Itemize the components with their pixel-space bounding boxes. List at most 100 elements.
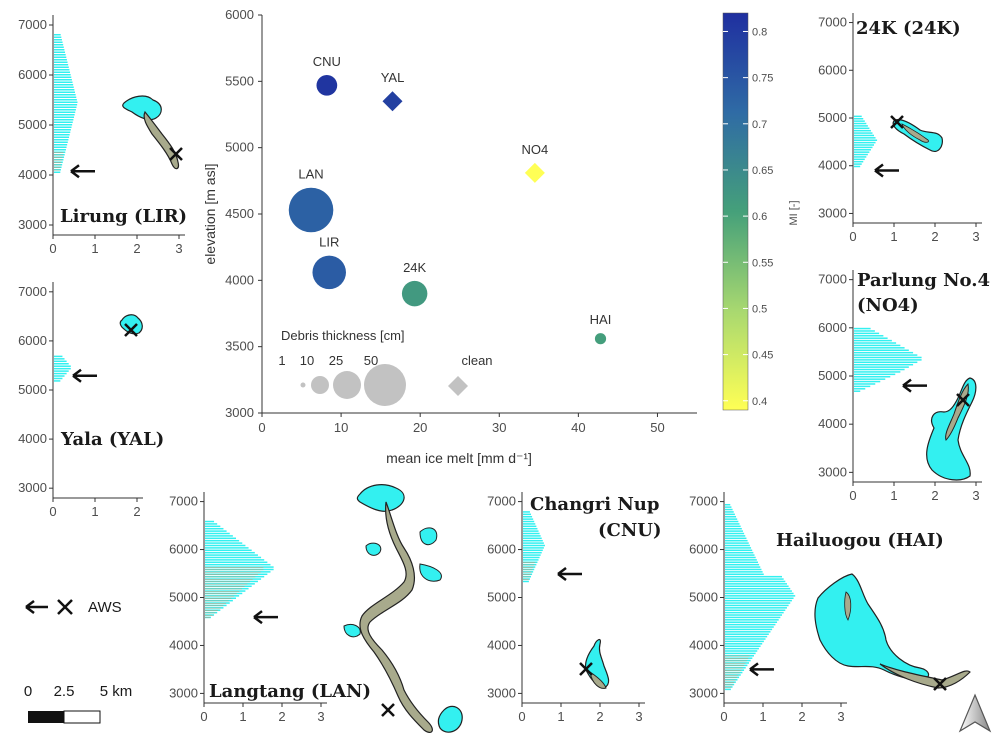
hypsometry-bar bbox=[854, 137, 876, 139]
hypsometry-bar bbox=[205, 530, 227, 532]
hypsometry-bar bbox=[725, 688, 731, 691]
north-arrow-icon bbox=[958, 693, 992, 733]
point-label-no4: NO4 bbox=[521, 142, 548, 157]
inset-y-tick-label: 7000 bbox=[169, 494, 198, 509]
debris-bar bbox=[725, 665, 745, 666]
hypsometry-bar bbox=[54, 39, 62, 41]
debris-bar bbox=[205, 598, 232, 599]
hypsometry-bar bbox=[854, 361, 918, 364]
inset-x-tick-label: 0 bbox=[849, 488, 856, 503]
hypsometry-bar bbox=[854, 144, 874, 146]
hypsometry-bar bbox=[725, 614, 783, 616]
inset-lir: 3000 4000 5000 6000 7000 0 1 2 3 bbox=[18, 15, 185, 256]
hypsometry-bar bbox=[854, 388, 866, 390]
glacier-lir-outline bbox=[122, 95, 180, 170]
inset-x-tick-label: 0 bbox=[200, 709, 207, 724]
hypsometry-bar bbox=[854, 122, 867, 125]
hypsometry-bar bbox=[205, 559, 265, 561]
hypsometry-bar bbox=[854, 378, 886, 380]
debris-bar bbox=[725, 658, 749, 659]
inset-y-tick-label: 5000 bbox=[689, 590, 718, 605]
debris-bar bbox=[205, 578, 253, 580]
point-label-lir: LIR bbox=[319, 235, 339, 250]
inset-y-tick-label: 5000 bbox=[487, 590, 516, 605]
debris-bar bbox=[205, 610, 219, 611]
hypsometry-bar bbox=[54, 372, 67, 375]
debris-bar bbox=[725, 682, 735, 683]
hypsometry-bar bbox=[725, 523, 740, 525]
aws-x-lan bbox=[381, 703, 395, 717]
inset-y-tick-label: 4000 bbox=[689, 637, 718, 652]
hypsometry-bar bbox=[205, 542, 243, 544]
main-y-tick-label: 5000 bbox=[225, 140, 254, 155]
hypsometry-bar bbox=[725, 520, 739, 523]
hypsometry-bar bbox=[54, 46, 64, 48]
hypsometry-bar bbox=[725, 568, 762, 571]
k24-title: 24K (24K) bbox=[856, 18, 961, 39]
hypsometry-bar bbox=[725, 554, 755, 556]
debris-bar bbox=[523, 571, 532, 573]
hypsometry-bar bbox=[54, 131, 71, 133]
hypsometry-bar bbox=[854, 158, 865, 161]
hypsometry-bar bbox=[54, 360, 67, 363]
hypsometry-bar bbox=[854, 163, 862, 165]
hypsometry-bar bbox=[205, 539, 240, 542]
hypsometry-bar bbox=[854, 337, 888, 339]
main-y-tick-label: 3000 bbox=[225, 405, 254, 420]
inset-y-tick-label: 3000 bbox=[487, 685, 516, 700]
inset-y-tick-label: 4000 bbox=[487, 637, 516, 652]
hypsometry-bar bbox=[54, 124, 73, 126]
hypsometry-bar bbox=[854, 118, 864, 120]
hypsometry-bar bbox=[205, 551, 255, 554]
hypsometry-bar bbox=[523, 511, 530, 513]
aws-legend-label: AWS bbox=[88, 599, 122, 616]
hypsometry-bar bbox=[725, 513, 735, 516]
hypsometry-bar bbox=[54, 367, 71, 370]
hypsometry-bar bbox=[725, 559, 757, 561]
hypsometry-bar bbox=[725, 609, 786, 611]
debris-bar bbox=[54, 159, 63, 161]
inset-y-tick-label: 4000 bbox=[18, 167, 47, 182]
hypsometry-bar bbox=[523, 542, 544, 544]
lan-title: Langtang (LAN) bbox=[209, 681, 371, 702]
inset-x-tick-label: 2 bbox=[133, 504, 140, 519]
inset-x-tick-label: 1 bbox=[239, 709, 246, 724]
size-legend-circle-10 bbox=[311, 376, 329, 394]
hypsometry-bar bbox=[54, 363, 69, 365]
hypsometry-bar bbox=[854, 359, 922, 361]
hypsometry-bar bbox=[725, 638, 766, 640]
hypsometry-bar bbox=[725, 592, 794, 595]
hypsometry-bar bbox=[523, 513, 532, 516]
hypsometry-bar bbox=[854, 120, 865, 122]
hypsometry-bar bbox=[725, 551, 754, 554]
main-x-tick-label: 30 bbox=[492, 420, 506, 435]
hypsometry-bar bbox=[205, 563, 271, 566]
hypsometry-bar bbox=[54, 358, 65, 360]
hypsometry-bar bbox=[854, 139, 878, 141]
hypsometry-bar bbox=[725, 650, 758, 652]
inset-lan: 3000 4000 5000 6000 7000 0 1 2 3 bbox=[169, 492, 327, 724]
scale-label-mid: 2.5 bbox=[54, 683, 75, 700]
aws-arrow-icon bbox=[70, 164, 95, 179]
inset-x-tick-label: 0 bbox=[518, 709, 525, 724]
hypsometry-bar bbox=[54, 380, 61, 382]
hypsometry-bar bbox=[854, 354, 918, 356]
hypsometry-bar bbox=[854, 127, 870, 130]
size-legend-circle-50 bbox=[364, 364, 406, 406]
debris-bar bbox=[725, 674, 739, 676]
hypsometry-bar bbox=[54, 66, 69, 68]
hypsometry-bar bbox=[725, 635, 768, 638]
debris-bar bbox=[205, 600, 229, 602]
scale-block-dark bbox=[28, 711, 64, 723]
hypsometry-bar bbox=[54, 136, 70, 138]
debris-bar bbox=[205, 602, 227, 604]
inset-cnu: 3000 4000 5000 6000 7000 0 1 2 3 bbox=[487, 492, 645, 724]
hypsometry-bar bbox=[725, 539, 748, 542]
hypsometry-bar bbox=[54, 84, 74, 86]
aws-x-yal bbox=[124, 323, 138, 337]
hypsometry-bar bbox=[725, 542, 749, 544]
hypsometry-bar bbox=[725, 549, 753, 552]
debris-bar bbox=[725, 677, 738, 678]
size-legend: Debris thickness [cm] 1 10 25 50 clean bbox=[278, 328, 493, 406]
inset-y-tick-label: 3000 bbox=[18, 480, 47, 495]
